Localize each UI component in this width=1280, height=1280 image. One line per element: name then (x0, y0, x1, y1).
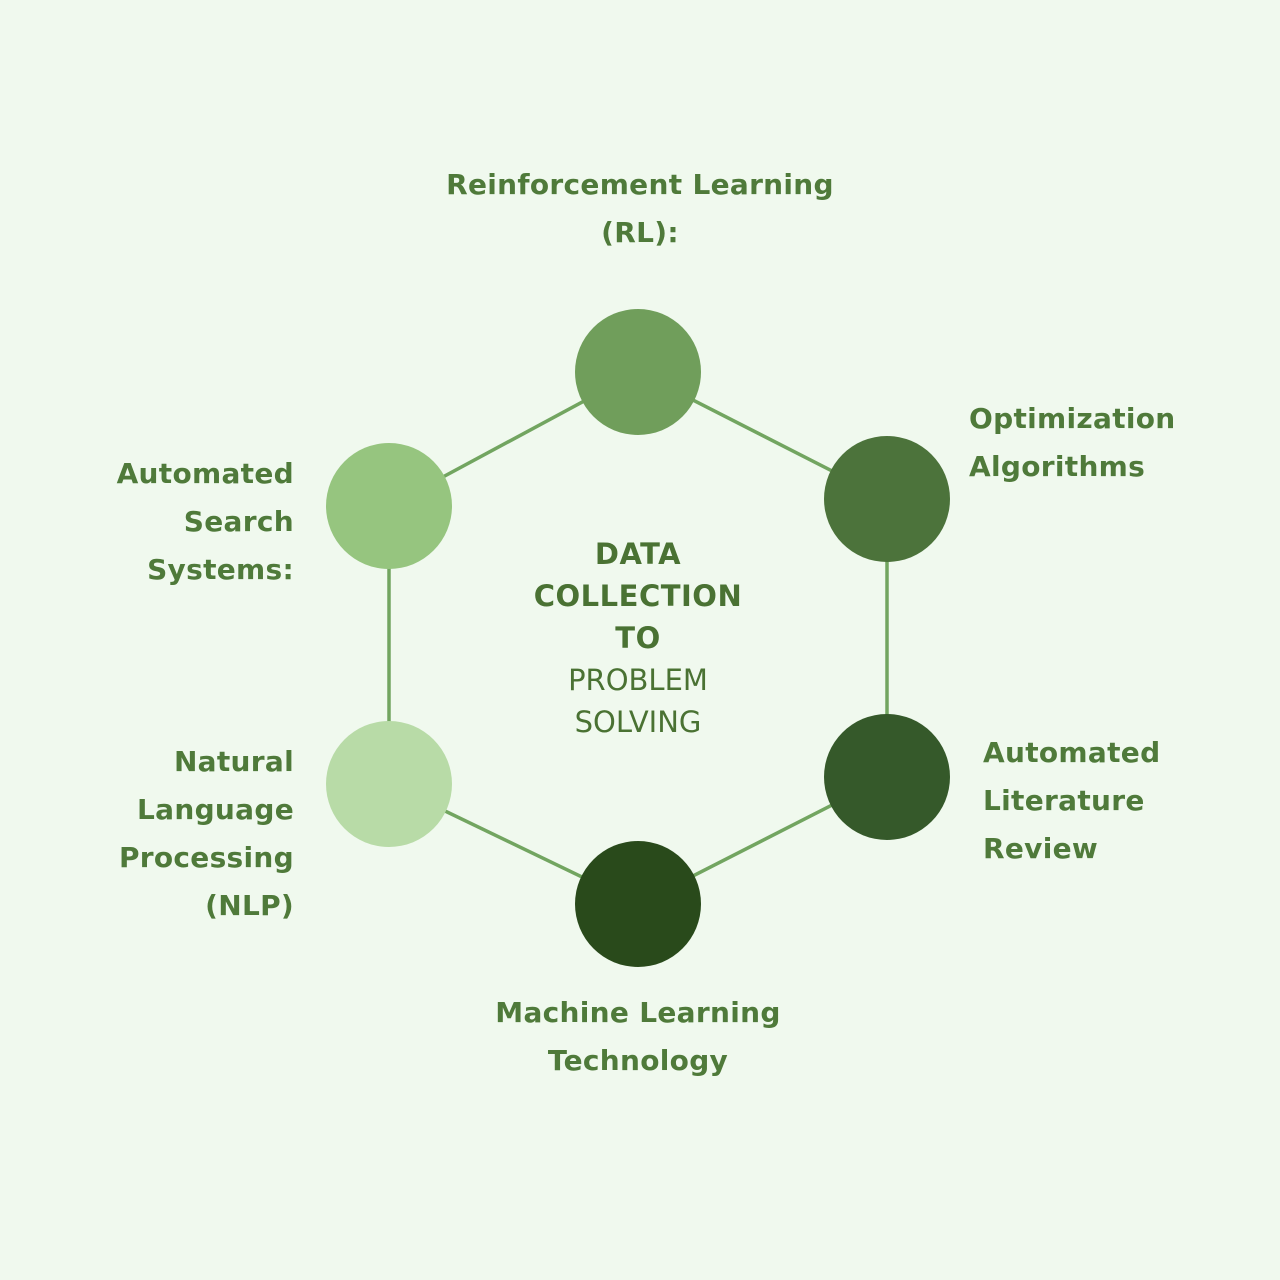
label-line: Language (137, 793, 294, 826)
center-line-to: TO (615, 621, 661, 655)
node-circle-optimization-algorithms (824, 436, 950, 562)
label-line: Algorithms (969, 450, 1146, 483)
label-natural-language-processing: Natural Language Processing (NLP) (34, 738, 294, 930)
label-line: Automated (983, 736, 1161, 769)
node-circle-natural-language-processing (326, 721, 452, 847)
label-machine-learning-technology: Machine Learning Technology (438, 989, 838, 1085)
center-line-solving: SOLVING (574, 705, 702, 739)
label-automated-literature-review: Automated Literature Review (983, 729, 1160, 873)
label-line: (RL): (601, 216, 679, 249)
node-circle-automated-literature-review (824, 714, 950, 840)
node-circle-automated-search-systems (326, 443, 452, 569)
center-line-problem: PROBLEM (568, 663, 708, 697)
label-line: Literature (983, 784, 1145, 817)
label-line: Review (983, 832, 1099, 865)
center-title: DATA COLLECTION TO PROBLEM SOLVING (488, 533, 788, 743)
label-line: Systems: (147, 553, 294, 586)
node-circle-reinforcement-learning (575, 309, 701, 435)
label-line: Automated (116, 457, 294, 490)
label-line: Machine Learning (495, 996, 781, 1029)
label-line: Processing (118, 841, 294, 874)
label-line: Optimization (969, 402, 1176, 435)
label-line: Natural (173, 745, 294, 778)
label-line: Search (183, 505, 294, 538)
label-line: Reinforcement Learning (446, 168, 834, 201)
label-line: (NLP) (205, 889, 294, 922)
node-circle-machine-learning-technology (575, 841, 701, 967)
label-line: Technology (547, 1044, 729, 1077)
center-line-collection: COLLECTION (533, 579, 743, 613)
hexagon-nodes (326, 309, 950, 967)
center-line-data: DATA (594, 537, 682, 571)
label-optimization-algorithms: Optimization Algorithms (969, 395, 1176, 491)
label-automated-search-systems: Automated Search Systems: (34, 450, 294, 594)
label-reinforcement-learning: Reinforcement Learning (RL): (440, 161, 840, 257)
